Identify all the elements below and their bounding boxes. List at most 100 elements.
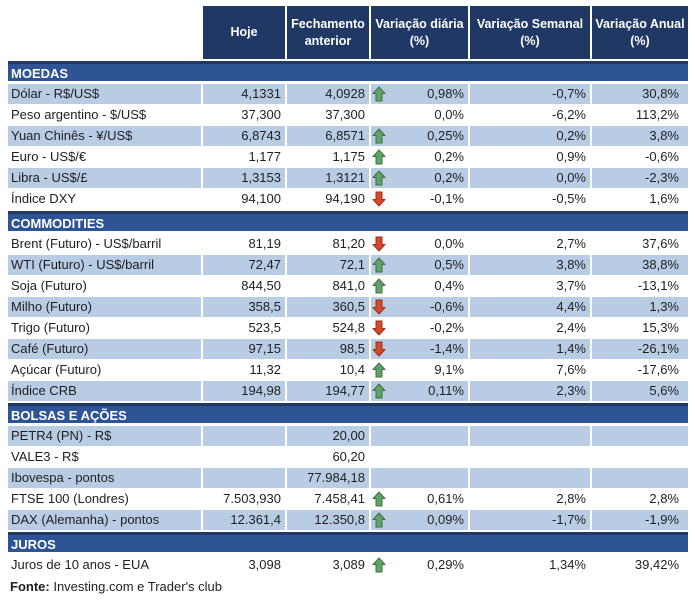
cell-hoje: 523,5	[248, 320, 281, 335]
cell-variacao-anual: 3,8%	[592, 126, 688, 146]
section-header: COMMODITIES	[8, 211, 688, 231]
table-row: Yuan Chinês - ¥/US$ 6,8743 6,8571 0,25% 0,2%…	[8, 126, 688, 146]
up-arrow-icon	[372, 128, 388, 145]
cell-label: DAX (Alemanha) - pontos	[8, 510, 201, 530]
cell-label: VALE3 - R$	[11, 449, 79, 464]
cell-fechamento-anterior: 20,00	[287, 426, 369, 446]
source-label: Fonte:	[10, 579, 50, 594]
cell-fechamento-anterior: 60,20	[332, 449, 365, 464]
cell-variacao-semanal: 4,4%	[470, 297, 590, 317]
section-header: MOEDAS	[8, 61, 688, 81]
cell-hoje: 4,1331	[203, 84, 285, 104]
down-arrow-icon	[372, 236, 388, 253]
cell-variacao-diaria: -0,1%	[371, 189, 468, 209]
arrow-placeholder	[372, 107, 388, 124]
cell-variacao-semanal	[470, 426, 590, 446]
cell-label: Trigo (Futuro)	[11, 320, 90, 335]
cell-label: Café (Futuro)	[8, 339, 201, 359]
cell-hoje: 194,98	[203, 381, 285, 401]
cell-variacao-semanal: 1,4%	[470, 339, 590, 359]
variacao-diaria-value: -0,2%	[430, 320, 464, 335]
cell-variacao-semanal: 2,4%	[556, 320, 586, 335]
up-arrow-icon	[372, 362, 388, 379]
table-body: MOEDAS Dólar - R$/US$ 4,1331 4,0928 0,98% -0,…	[8, 61, 695, 575]
table-row: Índice CRB 194,98 194,77 0,11% 2,3% 5,6%	[8, 381, 688, 401]
cell-variacao-anual: 15,3%	[642, 320, 679, 335]
cell-variacao-semanal: -0,5%	[552, 191, 586, 206]
cell-hoje: 12.361,4	[203, 510, 285, 530]
variacao-diaria-value: 0,98%	[427, 86, 464, 101]
arrow-placeholder	[372, 470, 388, 487]
down-arrow-icon	[372, 299, 388, 316]
cell-hoje: 72,47	[203, 255, 285, 275]
cell-fechamento-anterior: 77.984,18	[287, 468, 369, 488]
up-arrow-icon	[372, 149, 388, 166]
cell-fechamento-anterior: 6,8571	[287, 126, 369, 146]
cell-variacao-diaria: 0,5%	[371, 255, 468, 275]
cell-variacao-diaria: -0,2%	[371, 318, 468, 338]
cell-variacao-diaria: 0,61%	[371, 489, 468, 509]
table-row: FTSE 100 (Londres) 7.503,930 7.458,41 0,61%…	[8, 489, 688, 509]
cell-hoje	[203, 447, 285, 467]
table-row: Ibovespa - pontos 77.984,18	[8, 468, 688, 488]
section-header: BOLSAS E AÇÕES	[8, 403, 688, 423]
variacao-diaria-value: 0,2%	[434, 149, 464, 164]
variacao-diaria-value: -0,1%	[430, 191, 464, 206]
cell-variacao-diaria: 0,2%	[371, 168, 468, 188]
cell-fechamento-anterior: 360,5	[287, 297, 369, 317]
cell-fechamento-anterior: 524,8	[332, 320, 365, 335]
cell-variacao-diaria: -1,4%	[371, 339, 468, 359]
up-arrow-icon	[372, 557, 388, 574]
cell-hoje: 37,300	[241, 107, 281, 122]
cell-variacao-anual: 38,8%	[592, 255, 688, 275]
arrow-placeholder	[372, 428, 388, 445]
cell-label: Ibovespa - pontos	[8, 468, 201, 488]
variacao-diaria-value: 0,09%	[427, 512, 464, 527]
cell-fechamento-anterior: 72,1	[287, 255, 369, 275]
cell-variacao-diaria: 0,98%	[371, 84, 468, 104]
cell-variacao-anual: -2,3%	[592, 168, 688, 188]
column-header: Variação Semanal (%)	[470, 6, 590, 59]
cell-hoje	[203, 468, 285, 488]
arrow-placeholder	[372, 449, 388, 466]
cell-fechamento-anterior: 1,175	[332, 149, 365, 164]
financial-table: Hoje Fechamento anterior Variação diária (…	[8, 6, 695, 594]
cell-label: Índice CRB	[8, 381, 201, 401]
section-header: JUROS	[8, 532, 688, 552]
cell-fechamento-anterior: 194,77	[287, 381, 369, 401]
variacao-diaria-value: 0,5%	[434, 257, 464, 272]
cell-hoje: 1,177	[248, 149, 281, 164]
cell-label: Soja (Futuro)	[11, 278, 87, 293]
cell-variacao-diaria: 0,4%	[371, 276, 468, 296]
cell-variacao-semanal: 2,7%	[556, 236, 586, 251]
cell-variacao-semanal: 0,9%	[556, 149, 586, 164]
cell-variacao-diaria: 9,1%	[371, 360, 468, 380]
table-row: Libra - US$/£ 1,3153 1,3121 0,2% 0,0% -2,3%	[8, 168, 688, 188]
cell-variacao-anual: 39,42%	[634, 557, 679, 572]
cell-variacao-anual	[592, 447, 688, 467]
cell-variacao-diaria: 0,2%	[371, 147, 468, 167]
table-row: WTI (Futuro) - US$/barril 72,47 72,1 0,5% 3,…	[8, 255, 688, 275]
table-row: DAX (Alemanha) - pontos 12.361,4 12.350,8 0…	[8, 510, 688, 530]
variacao-diaria-value: 0,29%	[427, 557, 464, 572]
cell-hoje: 6,8743	[203, 126, 285, 146]
table-row: Brent (Futuro) - US$/barril 81,19 81,20 0,0…	[8, 234, 688, 254]
table-row: PETR4 (PN) - R$ 20,00	[8, 426, 688, 446]
cell-variacao-diaria	[371, 468, 468, 488]
cell-label: Milho (Futuro)	[8, 297, 201, 317]
table-row: Índice DXY 94,100 94,190 -0,1% -0,5% 1,6%	[8, 189, 688, 209]
cell-variacao-anual: 1,3%	[592, 297, 688, 317]
cell-fechamento-anterior: 10,4	[339, 362, 365, 377]
cell-variacao-anual: -17,6%	[637, 362, 679, 377]
cell-variacao-anual: 2,8%	[649, 491, 679, 506]
cell-hoje: 81,19	[248, 236, 281, 251]
down-arrow-icon	[372, 191, 388, 208]
table-row: Milho (Futuro) 358,5 360,5 -0,6% 4,4% 1,3%	[8, 297, 688, 317]
cell-variacao-diaria: 0,0%	[371, 105, 468, 125]
cell-variacao-semanal: -1,7%	[470, 510, 590, 530]
cell-hoje: 844,50	[241, 278, 281, 293]
up-arrow-icon	[372, 383, 388, 400]
cell-fechamento-anterior: 98,5	[287, 339, 369, 359]
table-row: Açúcar (Futuro) 11,32 10,4 9,1% 7,6% -17,6%	[8, 360, 688, 380]
cell-variacao-semanal: -0,7%	[470, 84, 590, 104]
